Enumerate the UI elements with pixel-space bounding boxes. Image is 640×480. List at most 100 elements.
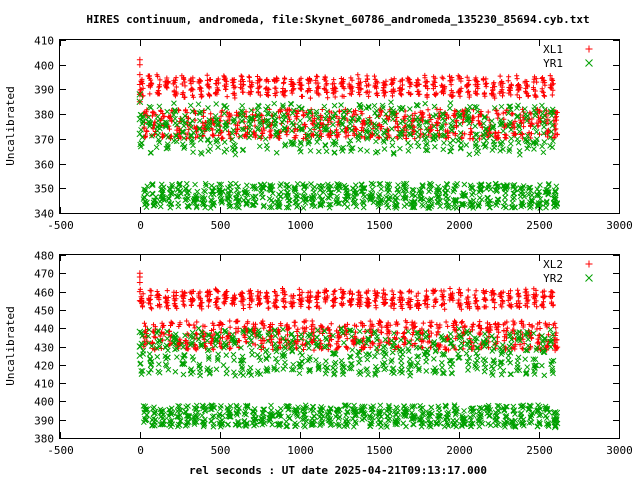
data-point [403, 113, 409, 119]
data-point [357, 146, 364, 153]
data-point [375, 80, 381, 86]
data-point [153, 144, 160, 151]
data-point [365, 297, 371, 303]
data-point [309, 318, 315, 324]
data-point [204, 337, 211, 344]
data-point [265, 86, 271, 92]
data-point [417, 91, 423, 97]
data-point [491, 305, 497, 311]
data-point [465, 287, 471, 293]
data-point [458, 88, 464, 94]
data-point [299, 352, 305, 359]
data-point [173, 289, 179, 295]
data-point [506, 74, 512, 80]
data-point [537, 182, 543, 188]
data-point [531, 146, 537, 152]
data-point [294, 421, 300, 428]
data-point [213, 302, 219, 308]
data-point [172, 368, 179, 375]
data-point [274, 89, 280, 95]
data-point [381, 146, 388, 152]
data-point [313, 357, 319, 363]
data-point [423, 368, 430, 374]
data-point [407, 142, 414, 149]
data-point [412, 193, 419, 199]
data-point [223, 370, 230, 377]
data-point [273, 149, 280, 156]
data-point [380, 344, 387, 351]
data-point [424, 140, 430, 147]
data-point [349, 347, 356, 353]
data-point [189, 86, 195, 92]
data-point [148, 104, 154, 111]
data-point [475, 85, 481, 91]
data-point [520, 114, 526, 120]
data-point [171, 100, 177, 107]
data-point [151, 404, 157, 411]
data-point [473, 90, 479, 96]
data-point [450, 137, 457, 144]
data-point [307, 95, 313, 101]
data-point [282, 88, 288, 94]
data-point [383, 89, 389, 95]
data-point [240, 89, 246, 95]
data-point [395, 182, 401, 188]
data-point [332, 366, 339, 373]
data-point [243, 109, 249, 115]
data-point [499, 139, 506, 145]
data-point [453, 205, 460, 211]
x-tick-label: 1500 [366, 219, 393, 232]
data-point [273, 78, 279, 84]
data-point [294, 114, 300, 120]
data-point [305, 304, 311, 310]
data-point [265, 93, 271, 99]
data-point [368, 180, 375, 187]
data-point [266, 87, 272, 93]
data-point [504, 325, 510, 331]
data-point [408, 304, 414, 310]
data-point [366, 93, 372, 99]
data-point [160, 133, 166, 139]
data-point [213, 366, 220, 373]
data-point [437, 420, 444, 427]
data-point [477, 136, 483, 142]
data-point [231, 76, 237, 82]
x-tick-label: 500 [211, 219, 231, 232]
data-point [144, 199, 150, 206]
data-point [289, 90, 295, 96]
data-point [381, 353, 387, 360]
y-tick-label: 360 [34, 159, 54, 172]
data-point [312, 115, 318, 121]
series-yr1 [136, 91, 561, 211]
data-point [280, 326, 286, 333]
data-point [428, 404, 435, 411]
data-point [145, 114, 152, 121]
data-point [370, 181, 377, 188]
data-point [172, 77, 178, 83]
data-point [533, 93, 539, 99]
data-point [341, 86, 347, 92]
data-point [416, 81, 422, 87]
y-tick-label: 350 [34, 183, 54, 196]
data-point [243, 114, 249, 120]
data-point [502, 199, 508, 206]
data-point [553, 126, 559, 132]
data-point [430, 355, 437, 362]
data-point [190, 79, 196, 85]
data-point [210, 127, 216, 133]
data-point [200, 113, 206, 119]
data-point [227, 180, 234, 187]
data-point [157, 203, 164, 210]
data-point [378, 186, 385, 192]
data-point [408, 81, 414, 87]
data-point [487, 186, 494, 193]
data-point [405, 148, 412, 154]
data-point [496, 322, 502, 328]
data-point [299, 93, 305, 99]
data-point [422, 75, 428, 81]
data-point [221, 139, 228, 146]
data-point [315, 80, 321, 86]
top-legend: XL1 YR1 [543, 43, 593, 70]
data-point [534, 304, 540, 310]
data-point [221, 74, 227, 80]
